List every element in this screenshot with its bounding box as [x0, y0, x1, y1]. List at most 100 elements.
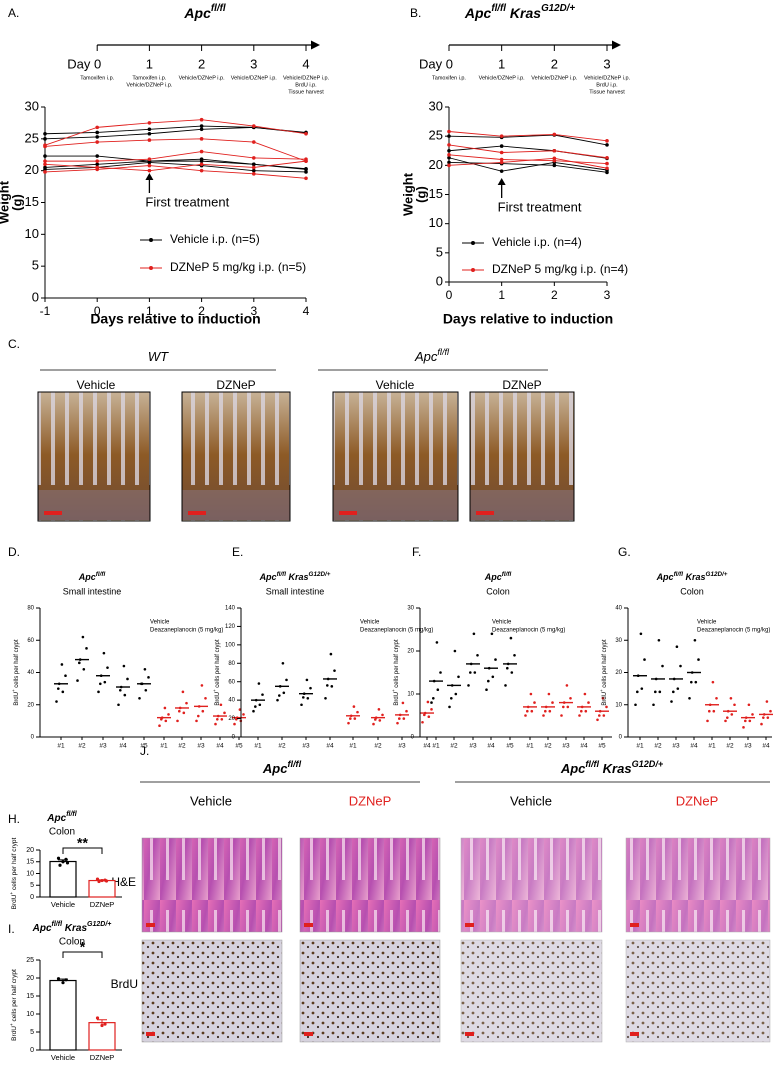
legend-label: Vehicle i.p. (n=4) [492, 235, 582, 249]
superscript: + [9, 1023, 14, 1026]
x-tick-label: #4 [690, 743, 698, 750]
significance: * [80, 939, 86, 955]
weight-line [44, 126, 307, 140]
x-tick-label: -1 [40, 304, 51, 318]
data-point [711, 680, 715, 684]
y-tick-label: 20 [26, 975, 34, 982]
timeline-arrow [612, 40, 621, 50]
annotation: First treatment [145, 194, 229, 209]
data-point [430, 708, 433, 711]
data-point [195, 719, 198, 723]
data-point [548, 709, 552, 713]
weight-point [304, 131, 308, 136]
data-point [596, 718, 599, 722]
row-label: BrdU [111, 977, 138, 991]
column-label: Vehicle [190, 793, 232, 808]
superscript: fl/fl [52, 921, 64, 928]
data-point [214, 722, 217, 726]
data-point [398, 717, 401, 720]
data-point [744, 719, 747, 723]
data-point [97, 879, 101, 884]
column-label: Vehicle [376, 378, 415, 392]
legend-label: Deazaneplanocin (5 mg/kg) [697, 628, 770, 634]
y-tick-label: 10 [26, 1011, 34, 1018]
weight-point [199, 117, 204, 122]
y-tick-label: 0 [30, 894, 34, 901]
y-tick-label: 0 [32, 289, 39, 304]
data-point [510, 671, 514, 674]
weight-line [44, 158, 307, 170]
weight-point [447, 143, 451, 147]
data-point [64, 674, 67, 678]
panel-label: D. [8, 545, 20, 559]
micrograph [37, 391, 151, 522]
weight-point [499, 144, 504, 148]
x-axis-title: Days relative to induction [90, 311, 260, 327]
data-point [636, 690, 639, 694]
data-point [469, 671, 472, 674]
data-point [95, 1016, 100, 1020]
data-point [381, 713, 384, 717]
weight-point [605, 139, 609, 143]
x-tick-label: DZNeP [90, 900, 115, 909]
scale-bar [630, 1032, 639, 1036]
legend-label: DZNeP 5 mg/kg i.p. (n=4) [492, 262, 628, 276]
x-tick-label: #1 [254, 743, 262, 750]
data-point [56, 977, 61, 981]
chart-title: Apcfl/fl KrasG12D/+ [259, 571, 331, 582]
data-point [200, 684, 204, 687]
data-point [476, 654, 479, 657]
weight-point [304, 170, 308, 174]
superscript: + [391, 689, 396, 692]
text-part: Apc [32, 923, 52, 934]
weight-point [147, 127, 152, 132]
superscript: G12D/+ [632, 759, 664, 769]
column-label: Vehicle [510, 793, 552, 808]
scale-bar [146, 1032, 155, 1036]
data-point [658, 690, 662, 694]
weight-line [44, 125, 307, 135]
y-tick-label: 100 [225, 642, 236, 648]
weight-point [199, 127, 204, 132]
data-point [220, 717, 224, 721]
data-point [374, 718, 377, 721]
data-point [282, 691, 286, 695]
weight-point [43, 137, 47, 141]
x-tick-label: #4 [423, 743, 431, 750]
data-point [675, 645, 679, 648]
x-tick-label: #2 [374, 743, 382, 750]
y-tick-label: 5 [30, 882, 34, 889]
data-point [472, 632, 476, 636]
data-point [64, 978, 68, 982]
text-part: Apc [259, 572, 277, 582]
data-point [65, 861, 70, 865]
significance: ** [77, 835, 88, 851]
timeline-note: BrdU i.p. [295, 82, 317, 88]
data-point [85, 647, 88, 650]
group-title: Apcfl/fl [414, 347, 450, 364]
data-point [580, 709, 583, 713]
x-tick-label: #1 [708, 743, 716, 750]
y-tick-label: 140 [225, 606, 236, 612]
timeline-note: Tissue harvest [288, 89, 324, 95]
legend-marker [149, 266, 153, 270]
data-point [639, 632, 643, 636]
panel-label: H. [8, 812, 20, 826]
data-point [333, 669, 336, 672]
text-part: BrdU [14, 692, 20, 706]
data-point [679, 664, 682, 668]
y-tick-label: 15 [25, 194, 39, 209]
weight-point [147, 163, 152, 168]
weight-point [147, 138, 152, 142]
data-point [724, 719, 727, 723]
x-tick-label: #1 [160, 743, 168, 750]
legend-label: DZNeP 5 mg/kg i.p. (n=5) [170, 260, 306, 274]
legend-label: Vehicle [360, 620, 380, 626]
x-tick-label: 3 [250, 304, 257, 318]
column-label: Vehicle [77, 378, 116, 392]
data-point [372, 722, 375, 726]
bar [88, 879, 116, 898]
data-point [583, 692, 587, 696]
micrograph [625, 939, 771, 1043]
chart-title: Apcfl/fl KrasG12D/+ [32, 921, 112, 933]
